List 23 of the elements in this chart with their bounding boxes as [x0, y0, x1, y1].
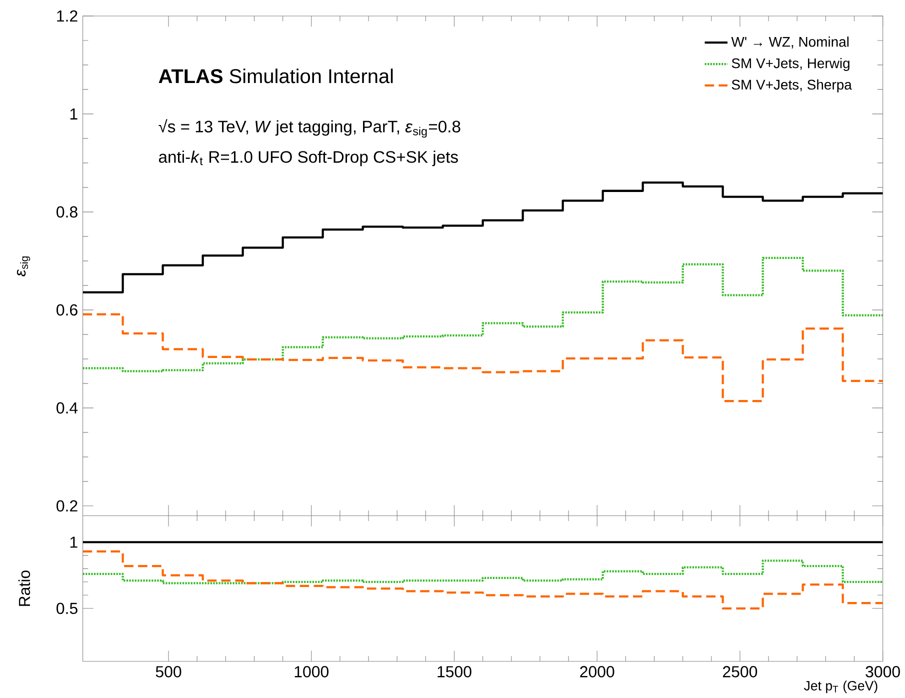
- y-axis-title: Ratio: [18, 570, 30, 606]
- y-tick-label: 0.2: [56, 500, 78, 512]
- y-tick-label: 1: [70, 536, 78, 548]
- x-tick-label: 500: [156, 666, 182, 678]
- x-tick-label: 2500: [722, 666, 758, 678]
- legend-label: SM V+Jets, Herwig: [732, 58, 850, 72]
- legend-label: W' → WZ, Nominal: [731, 36, 849, 49]
- x-tick-label: 1500: [438, 666, 472, 678]
- annotation: ATLAS Simulation Internal: [158, 68, 393, 84]
- y-tick-label: 1.2: [57, 10, 78, 22]
- x-tick-label: 1000: [294, 666, 329, 678]
- annotation: √s = 13 TeV, W jet tagging, ParT, ε$_{sig}$=0.8: [158, 119, 460, 138]
- legend-label: SM V+Jets, Sherpa: [732, 80, 852, 93]
- annotation: anti-k$_{t}$ R=1.0 UFO Soft-Drop CS+SK jets: [158, 150, 458, 166]
- y-tick-label: 0.8: [56, 206, 78, 218]
- y-tick-label: 1: [70, 108, 78, 120]
- y-tick-label: 0.4: [56, 402, 78, 414]
- x-tick-label: 2000: [580, 666, 614, 678]
- x-axis-title: Jet p$_{T}$ (GeV): [804, 680, 878, 694]
- y-tick-label: 0.5: [56, 602, 78, 614]
- y-axis-title: ε$_{sig}$: [16, 256, 30, 277]
- y-tick-label: 0.6: [56, 304, 78, 316]
- x-tick-label: 3000: [866, 666, 900, 678]
